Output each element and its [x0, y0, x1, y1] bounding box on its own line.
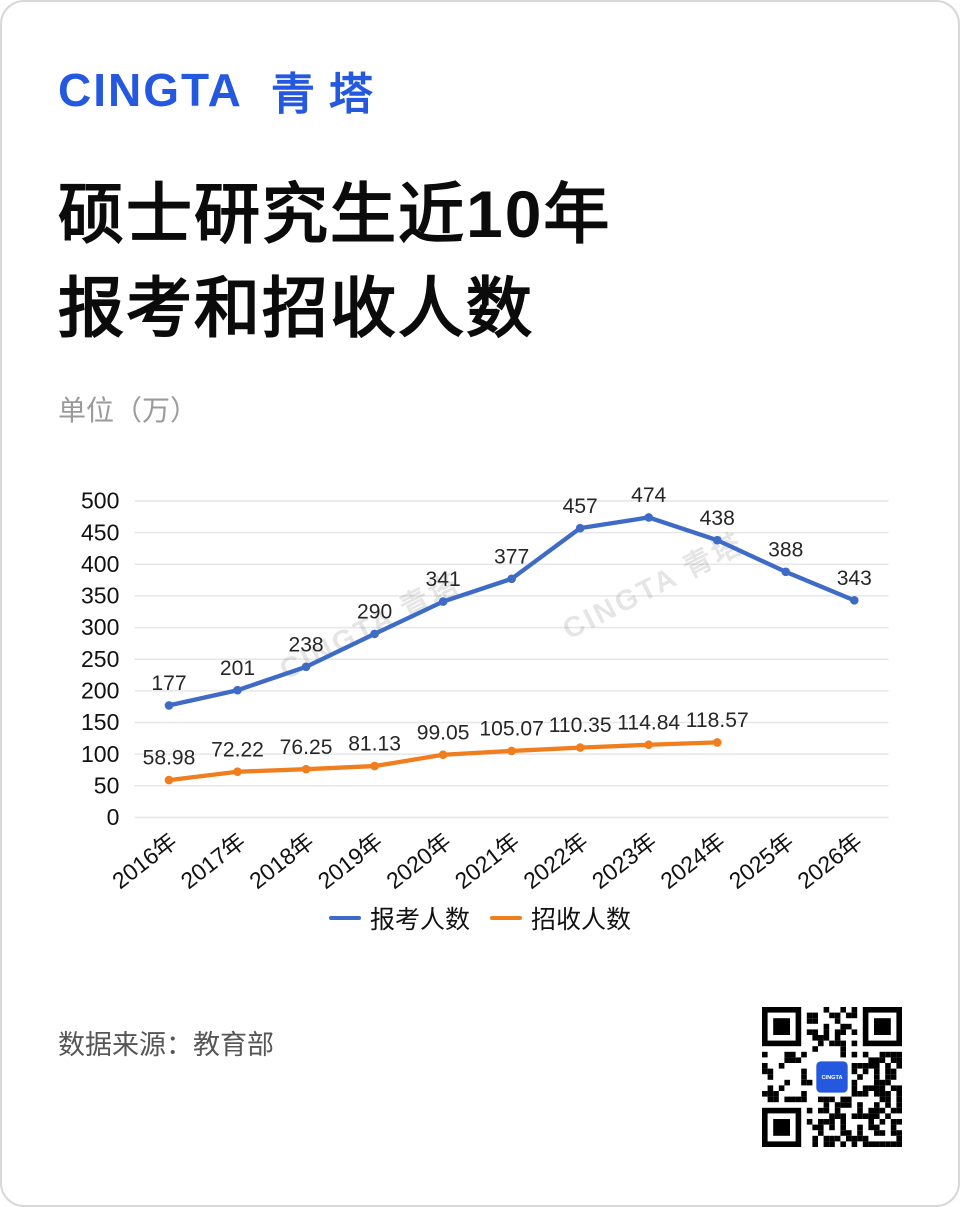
svg-text:238: 238 [288, 634, 323, 657]
qr-code: CINGTA [762, 1007, 902, 1147]
legend-swatch [490, 916, 522, 921]
legend-item-1: 招收人数 [490, 900, 631, 936]
line-chart: 0 50 100 150 200 250 300 350 400 450 500 CINGTA 青塔 C… [58, 453, 902, 900]
svg-text:388: 388 [768, 539, 803, 562]
svg-text:290: 290 [357, 601, 392, 624]
svg-text:100: 100 [81, 741, 119, 767]
unit-label: 单位（万） [58, 395, 199, 427]
svg-text:99.05: 99.05 [417, 722, 470, 745]
legend-label: 招收人数 [531, 906, 632, 935]
svg-text:2025年: 2025年 [724, 828, 798, 894]
svg-text:341: 341 [426, 569, 461, 592]
svg-text:150: 150 [81, 710, 119, 736]
svg-text:201: 201 [220, 657, 255, 680]
svg-text:2016年: 2016年 [107, 828, 181, 894]
cingta-logo: CINGTA 青塔 [58, 58, 902, 122]
svg-text:105.07: 105.07 [479, 718, 543, 741]
qr-code-svg: CINGTA [762, 1007, 902, 1147]
svg-text:CINGTA 青塔: CINGTA 青塔 [558, 528, 749, 647]
svg-text:177: 177 [151, 672, 186, 695]
svg-text:2020年: 2020年 [381, 828, 455, 894]
logo-wordmark: CINGTA [58, 64, 243, 116]
svg-text:2018年: 2018年 [244, 828, 318, 894]
svg-text:200: 200 [81, 678, 119, 704]
svg-text:CINGTA: CINGTA [821, 1075, 842, 1081]
legend-item-0: 报考人数 [328, 900, 470, 936]
svg-text:377: 377 [494, 546, 529, 569]
logo-chinese: 青塔 [270, 70, 387, 119]
svg-text:474: 474 [631, 485, 666, 508]
svg-text:118.57: 118.57 [686, 709, 749, 732]
svg-text:72.22: 72.22 [211, 739, 264, 762]
svg-text:110.35: 110.35 [549, 715, 612, 738]
page-footer: 数据来源：教育部 CINGTA [58, 1007, 902, 1147]
svg-text:400: 400 [81, 551, 119, 577]
svg-text:250: 250 [81, 646, 119, 672]
svg-text:343: 343 [837, 567, 872, 590]
svg-text:2023年: 2023年 [587, 828, 661, 894]
svg-text:2022年: 2022年 [518, 828, 592, 894]
svg-text:50: 50 [94, 773, 120, 799]
page-title: 硕士研究生近10年 报考和招收人数 [58, 168, 902, 355]
svg-text:300: 300 [81, 615, 119, 641]
svg-text:2021年: 2021年 [450, 828, 524, 894]
svg-text:2024年: 2024年 [655, 828, 729, 894]
chart-legend: 报考人数 招收人数 [58, 900, 902, 936]
svg-text:450: 450 [81, 520, 119, 546]
svg-text:438: 438 [700, 507, 735, 530]
svg-text:81.13: 81.13 [348, 733, 401, 756]
svg-text:0: 0 [107, 805, 120, 831]
svg-text:350: 350 [81, 583, 119, 609]
svg-text:2017年: 2017年 [176, 828, 250, 894]
svg-text:2019年: 2019年 [313, 828, 387, 894]
svg-text:500: 500 [81, 488, 119, 514]
page-title-line1: 硕士研究生近10年 [58, 177, 612, 251]
svg-text:457: 457 [563, 495, 598, 518]
svg-text:76.25: 76.25 [280, 736, 333, 759]
legend-swatch [328, 916, 361, 921]
legend-label: 报考人数 [369, 906, 470, 935]
svg-text:2026年: 2026年 [793, 828, 867, 894]
svg-text:114.84: 114.84 [617, 712, 680, 735]
page-title-line2: 报考和招收人数 [58, 270, 534, 345]
svg-text:58.98: 58.98 [143, 747, 196, 770]
data-source: 数据来源：教育部 [58, 1030, 274, 1060]
